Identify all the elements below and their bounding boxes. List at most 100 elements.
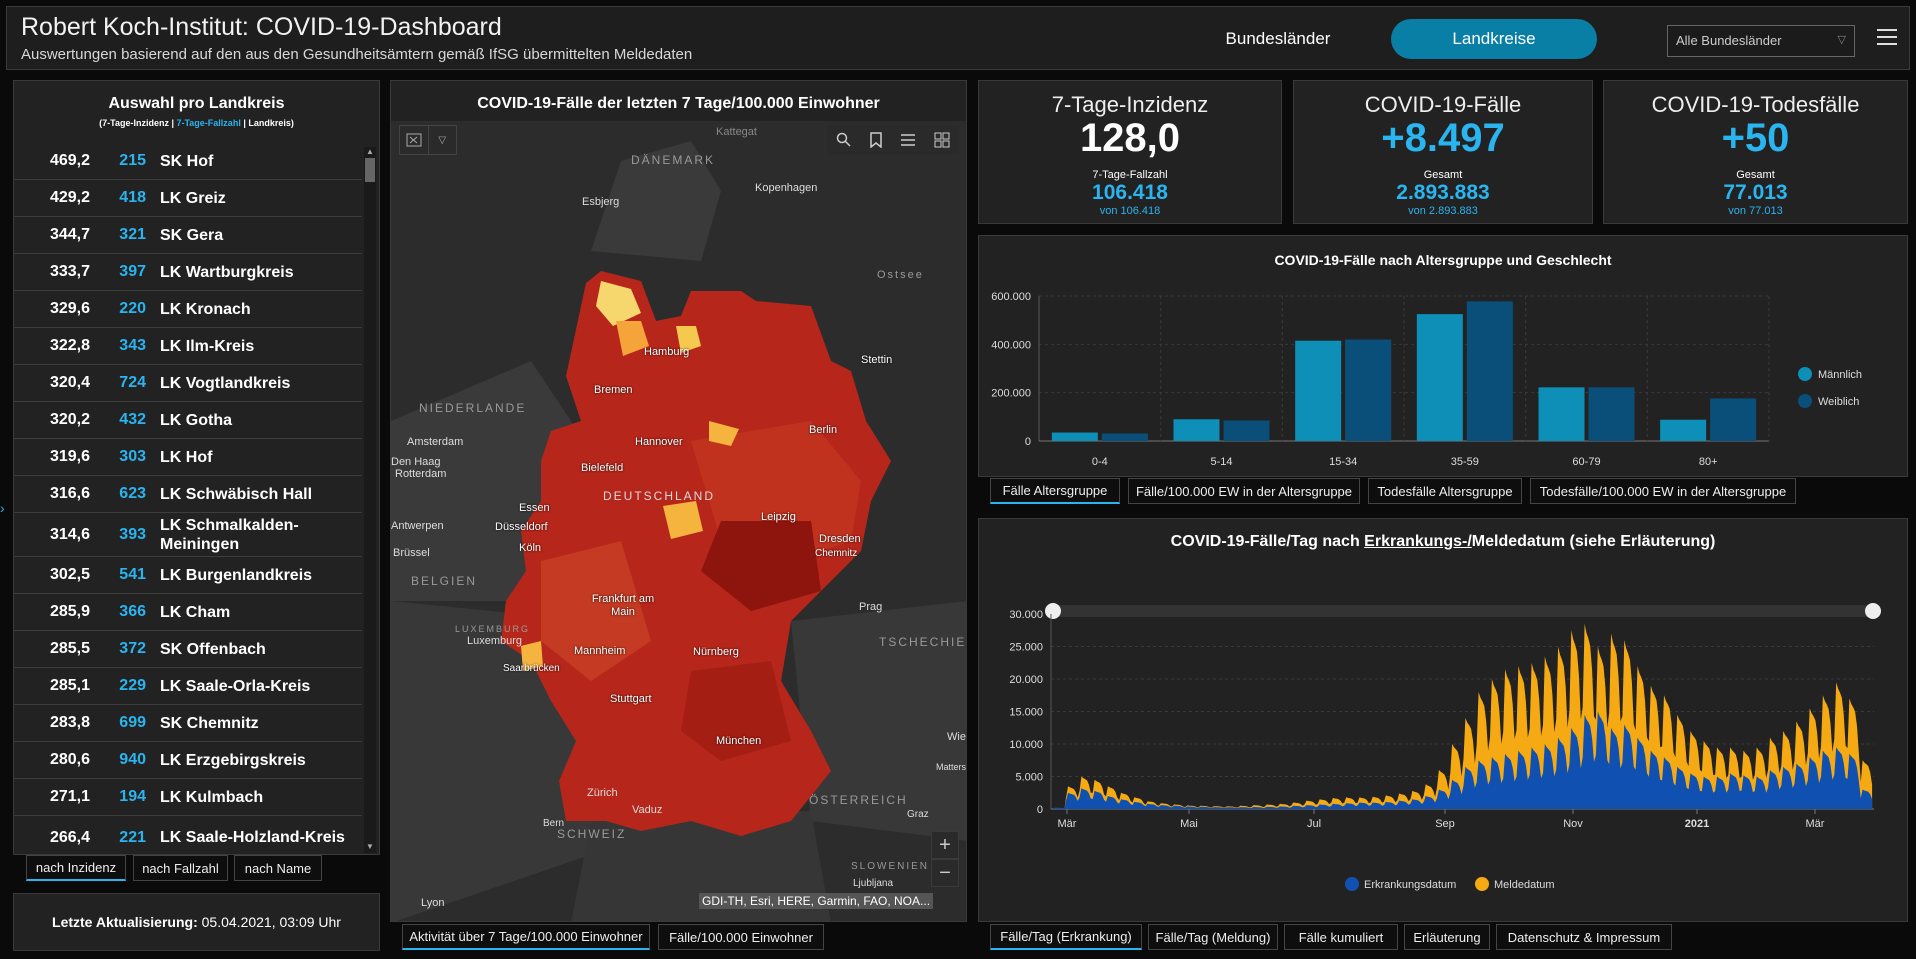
bar-männlich[interactable] [1295,340,1342,441]
bar-weiblich[interactable] [1466,301,1513,441]
sort-tab-name[interactable]: nach Name [234,855,322,881]
bar-weiblich[interactable] [1588,387,1635,441]
list-item[interactable]: 429,2 418 LK Greiz [14,180,362,217]
bookmark-icon[interactable] [870,132,882,148]
chart-tab[interactable]: Fälle/Tag (Meldung) [1148,924,1278,950]
bar-weiblich[interactable] [1345,339,1392,442]
map-label: Frankfurt am Main [591,593,655,618]
y-tick-label: 0 [1025,436,1031,448]
map-attribution: GDI-TH, Esri, HERE, Garmin, FAO, NOA... [699,893,934,909]
list-item[interactable]: 302,5 541 LK Burgenlandkreis [14,557,362,594]
row-count: 372 [119,640,146,657]
list-item[interactable]: 469,2 215 SK Hof [14,143,362,180]
list-item[interactable]: 322,8 343 LK Ilm-Kreis [14,328,362,365]
collapse-handle-icon[interactable]: › [0,500,5,516]
layer-list-icon[interactable] [900,132,916,148]
chart-tab[interactable]: Todesfälle Altersgruppe [1368,478,1522,504]
legend-label[interactable]: Erkrankungsdatum [1364,879,1456,891]
map-tab-activity[interactable]: Aktivität über 7 Tage/100.000 Einwohner [402,924,650,950]
select-region-icon[interactable] [400,126,429,154]
chart-tab[interactable]: Todesfälle/100.000 EW in der Altersgrupp… [1530,478,1796,504]
bar-männlich[interactable] [1416,314,1463,441]
map-label-country: DÄNEMARK [631,153,716,167]
area-erkrankungsdatum[interactable] [1053,711,1873,810]
tab-landkreise[interactable]: Landkreise [1391,19,1597,59]
legend-label[interactable]: Weiblich [1818,396,1859,408]
list-item[interactable]: 320,4 724 LK Vogtlandkreis [14,365,362,402]
legend-swatch [1798,367,1812,381]
row-incidence: 285,5 [49,640,90,657]
title-underlined[interactable]: Erkrankungs-/ [1364,533,1472,550]
range-slider-handle-left[interactable] [1045,603,1061,619]
list-item[interactable]: 329,6 220 LK Kronach [14,291,362,328]
row-count: 418 [119,189,146,206]
search-icon[interactable] [836,132,852,148]
sort-tab-count[interactable]: nach Fallzahl [133,855,228,881]
list-item[interactable]: 280,6 940 LK Erzgebirgskreis [14,742,362,779]
bar-männlich[interactable] [1660,419,1707,441]
x-tick-label: Jul [1307,818,1321,830]
bar-weiblich[interactable] [1101,433,1148,441]
chart-tab[interactable]: Erläuterung [1404,924,1490,950]
sort-tab-incidence[interactable]: nach Inzidenz [26,855,126,881]
kpi-sub-value: 106.418 [1092,181,1168,204]
chart-tab[interactable]: Fälle Altersgruppe [990,478,1120,504]
map-canvas[interactable]: DÄNEMARK NIEDERLANDE DEUTSCHLAND BELGIEN… [391,121,967,921]
list-item[interactable]: 316,6 623 LK Schwäbisch Hall [14,476,362,513]
list-item[interactable]: 283,8 699 SK Chemnitz [14,705,362,742]
list-item[interactable]: 344,7 321 SK Gera [14,217,362,254]
scroll-down-icon[interactable]: ▼ [366,842,374,851]
map-tab-cases[interactable]: Fälle/100.000 Einwohner [658,924,824,950]
legend-label[interactable]: Meldedatum [1494,879,1555,891]
bar-weiblich[interactable] [1710,398,1757,441]
map-panel: COVID-19-Fälle der letzten 7 Tage/100.00… [390,80,967,922]
range-slider-track[interactable] [1053,605,1873,617]
row-count: 393 [119,525,146,543]
kpi-title: COVID-19-Fälle [1364,92,1522,117]
chart-tab[interactable]: Fälle/100.000 EW in der Altersgruppe [1128,478,1360,504]
legend-label[interactable]: Männlich [1818,369,1862,381]
basemap-gallery-icon[interactable] [934,132,950,148]
scroll-up-icon[interactable]: ▲ [366,147,374,156]
map-label: Zürich [587,787,618,799]
x-tick-label: 0-4 [1092,456,1108,468]
map-label-country: TSCHECHIE [879,635,967,649]
map-label: Brüssel [393,547,430,559]
bar-männlich[interactable] [1173,419,1220,441]
scrollbar[interactable]: ▲ ▼ [364,147,376,853]
tab-bundeslaender[interactable]: Bundesländer [1225,29,1331,48]
map-label-country: SLOWENIEN [851,861,930,872]
row-district: LK Greiz [160,189,226,207]
chart-tab[interactable]: Fälle kumuliert [1284,924,1398,950]
list-item[interactable]: 266,4 221 LK Saale-Holzland-Kreis [14,816,362,848]
zoom-out-button[interactable]: − [931,859,959,887]
map-label: Lyon [421,897,445,909]
list-item[interactable]: 314,6 393 LK Schmalkalden-Meiningen [14,513,362,557]
row-count: 221 [119,828,146,846]
list-item[interactable]: 333,7 397 LK Wartburgkreis [14,254,362,291]
zoom-in-button[interactable]: + [931,831,959,859]
x-tick-label: 35-59 [1451,456,1479,468]
list-item[interactable]: 271,1 194 LK Kulmbach [14,779,362,816]
region-schleswig-yellow [596,281,641,326]
range-slider-handle-right[interactable] [1865,603,1881,619]
list-item[interactable]: 320,2 432 LK Gotha [14,402,362,439]
chart-tab[interactable]: Datenschutz & Impressum [1496,924,1672,950]
menu-icon[interactable] [1877,29,1897,47]
bar-männlich[interactable] [1051,432,1098,441]
list-item[interactable]: 319,6 303 LK Hof [14,439,362,476]
kpi-card-incidence: 7-Tage-Inzidenz 128,0 7-Tage-Fallzahl 10… [978,80,1282,224]
chart-tab[interactable]: Fälle/Tag (Erkrankung) [990,924,1142,950]
map-label: Rotterdam [395,468,447,480]
bar-männlich[interactable] [1538,387,1585,441]
list-item[interactable]: 285,9 366 LK Cham [14,594,362,631]
scrollbar-thumb[interactable] [365,158,375,182]
daily-chart-panel: COVID-19-Fälle/Tag nach Erkrankungs-/Mel… [978,518,1908,922]
list-item[interactable]: 285,1 229 LK Saale-Orla-Kreis [14,668,362,705]
y-tick-label: 400.000 [991,339,1031,351]
map-label: Mannheim [574,645,626,657]
chevron-down-icon[interactable]: ▽ [438,134,447,146]
bar-weiblich[interactable] [1223,420,1270,441]
list-item[interactable]: 285,5 372 SK Offenbach [14,631,362,668]
state-select[interactable]: Alle Bundesländer ▽ [1667,25,1855,57]
